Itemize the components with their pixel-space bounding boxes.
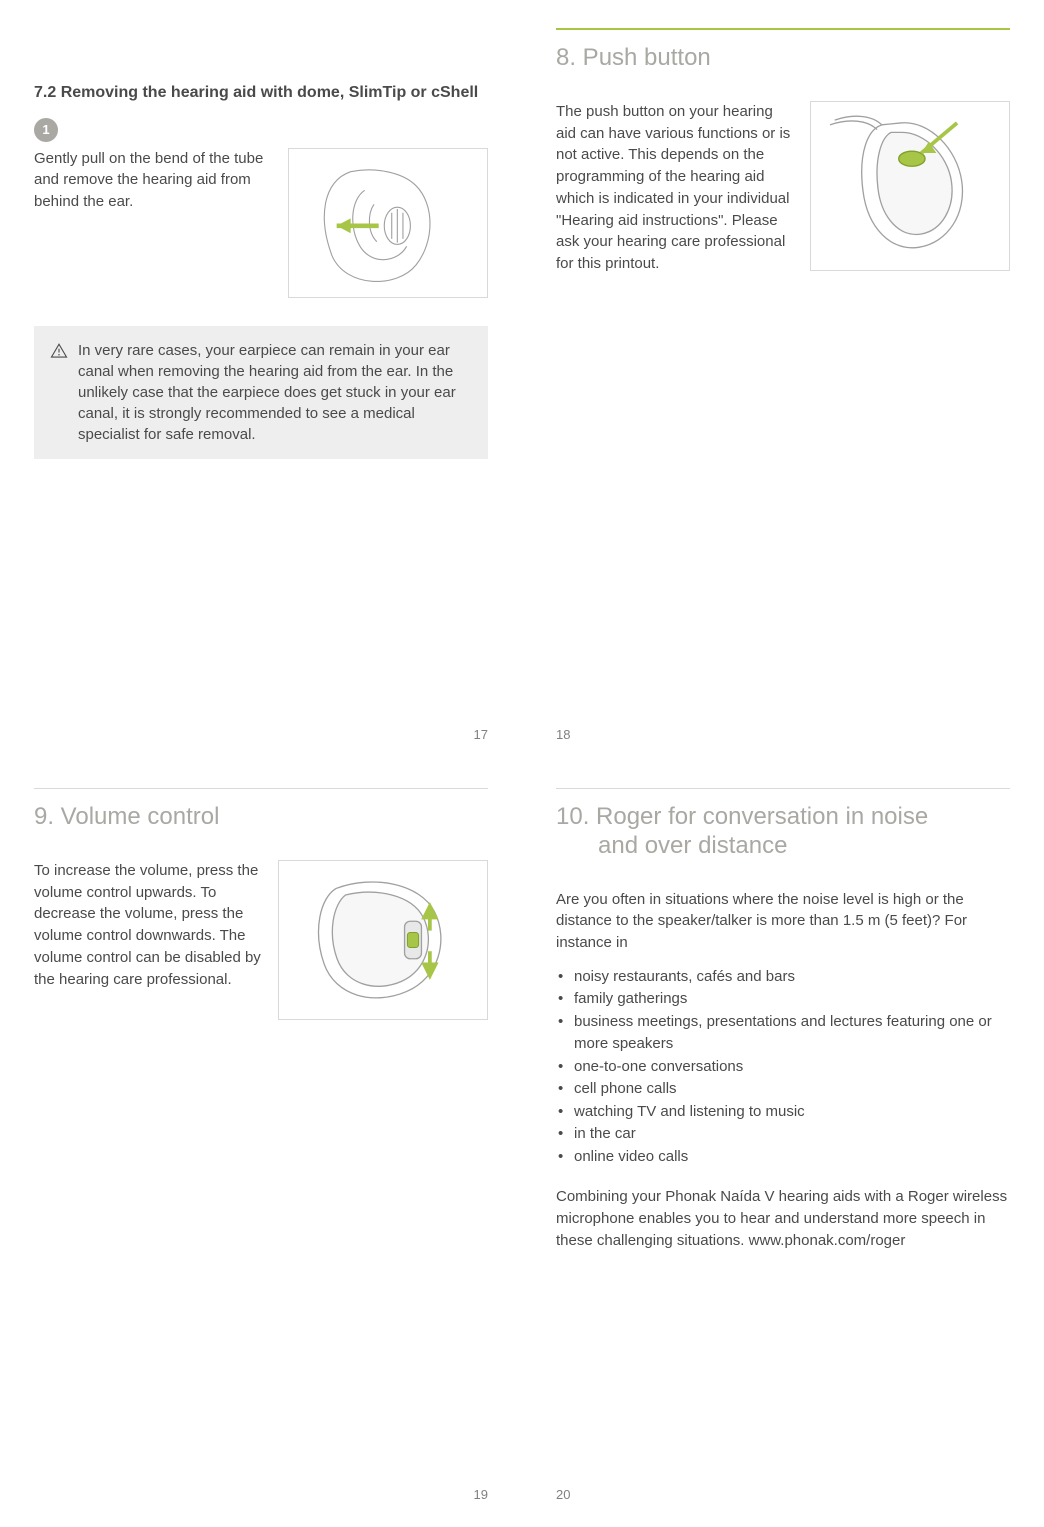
bullet-item: one-to-one conversations [556,1056,1010,1079]
section-title: 9. Volume control [34,803,488,832]
ear-illustration-svg [293,153,483,293]
push-button-illustration [810,101,1010,271]
page-19: 9. Volume control To increase the volume… [0,760,522,1520]
page-20: 10. Roger for conversation in noise and … [522,760,1044,1520]
bullet-list: noisy restaurants, cafés and barsfamily … [556,966,1010,1169]
step-badge: 1 [34,118,58,142]
bullet-item: business meetings, presentations and lec… [556,1011,1010,1056]
push-button-svg [815,106,1005,266]
volume-svg [283,865,483,1015]
section-title: 8. Push button [556,44,1010,73]
section-rule [34,788,488,789]
bullet-item: in the car [556,1123,1010,1146]
title-line1: 10. Roger for conversation in noise [556,803,928,830]
page-number: 19 [474,1487,488,1502]
subsection-title: 7.2 Removing the hearing aid with dome, … [34,82,488,104]
section-rule [556,28,1010,30]
bullet-item: online video calls [556,1146,1010,1169]
warning-text: In very rare cases, your earpiece can re… [78,340,472,445]
booklet-spread: 7.2 Removing the hearing aid with dome, … [0,0,1044,1520]
section-title: 10. Roger for conversation in noise and … [556,803,1010,861]
body-text: To increase the volume, press the volume… [34,860,262,991]
page-number: 17 [474,727,488,742]
section-rule [556,788,1010,789]
title-line2: and over distance [556,832,1010,861]
warning-icon [50,342,68,360]
warning-box: In very rare cases, your earpiece can re… [34,326,488,459]
page-number: 18 [556,727,570,742]
outro-text: Combining your Phonak Naída V hearing ai… [556,1186,1010,1251]
bullet-item: cell phone calls [556,1078,1010,1101]
step-text: Gently pull on the bend of the tube and … [34,148,272,213]
bullet-item: noisy restaurants, cafés and bars [556,966,1010,989]
body-text: The push button on your hearing aid can … [556,101,794,275]
page-17: 7.2 Removing the hearing aid with dome, … [0,0,522,760]
page-18: 8. Push button The push button on your h… [522,0,1044,760]
bullet-item: family gatherings [556,988,1010,1011]
bullet-item: watching TV and listening to music [556,1101,1010,1124]
ear-removal-illustration [288,148,488,298]
intro-text: Are you often in situations where the no… [556,889,1010,954]
volume-control-illustration [278,860,488,1020]
page-number: 20 [556,1487,570,1502]
